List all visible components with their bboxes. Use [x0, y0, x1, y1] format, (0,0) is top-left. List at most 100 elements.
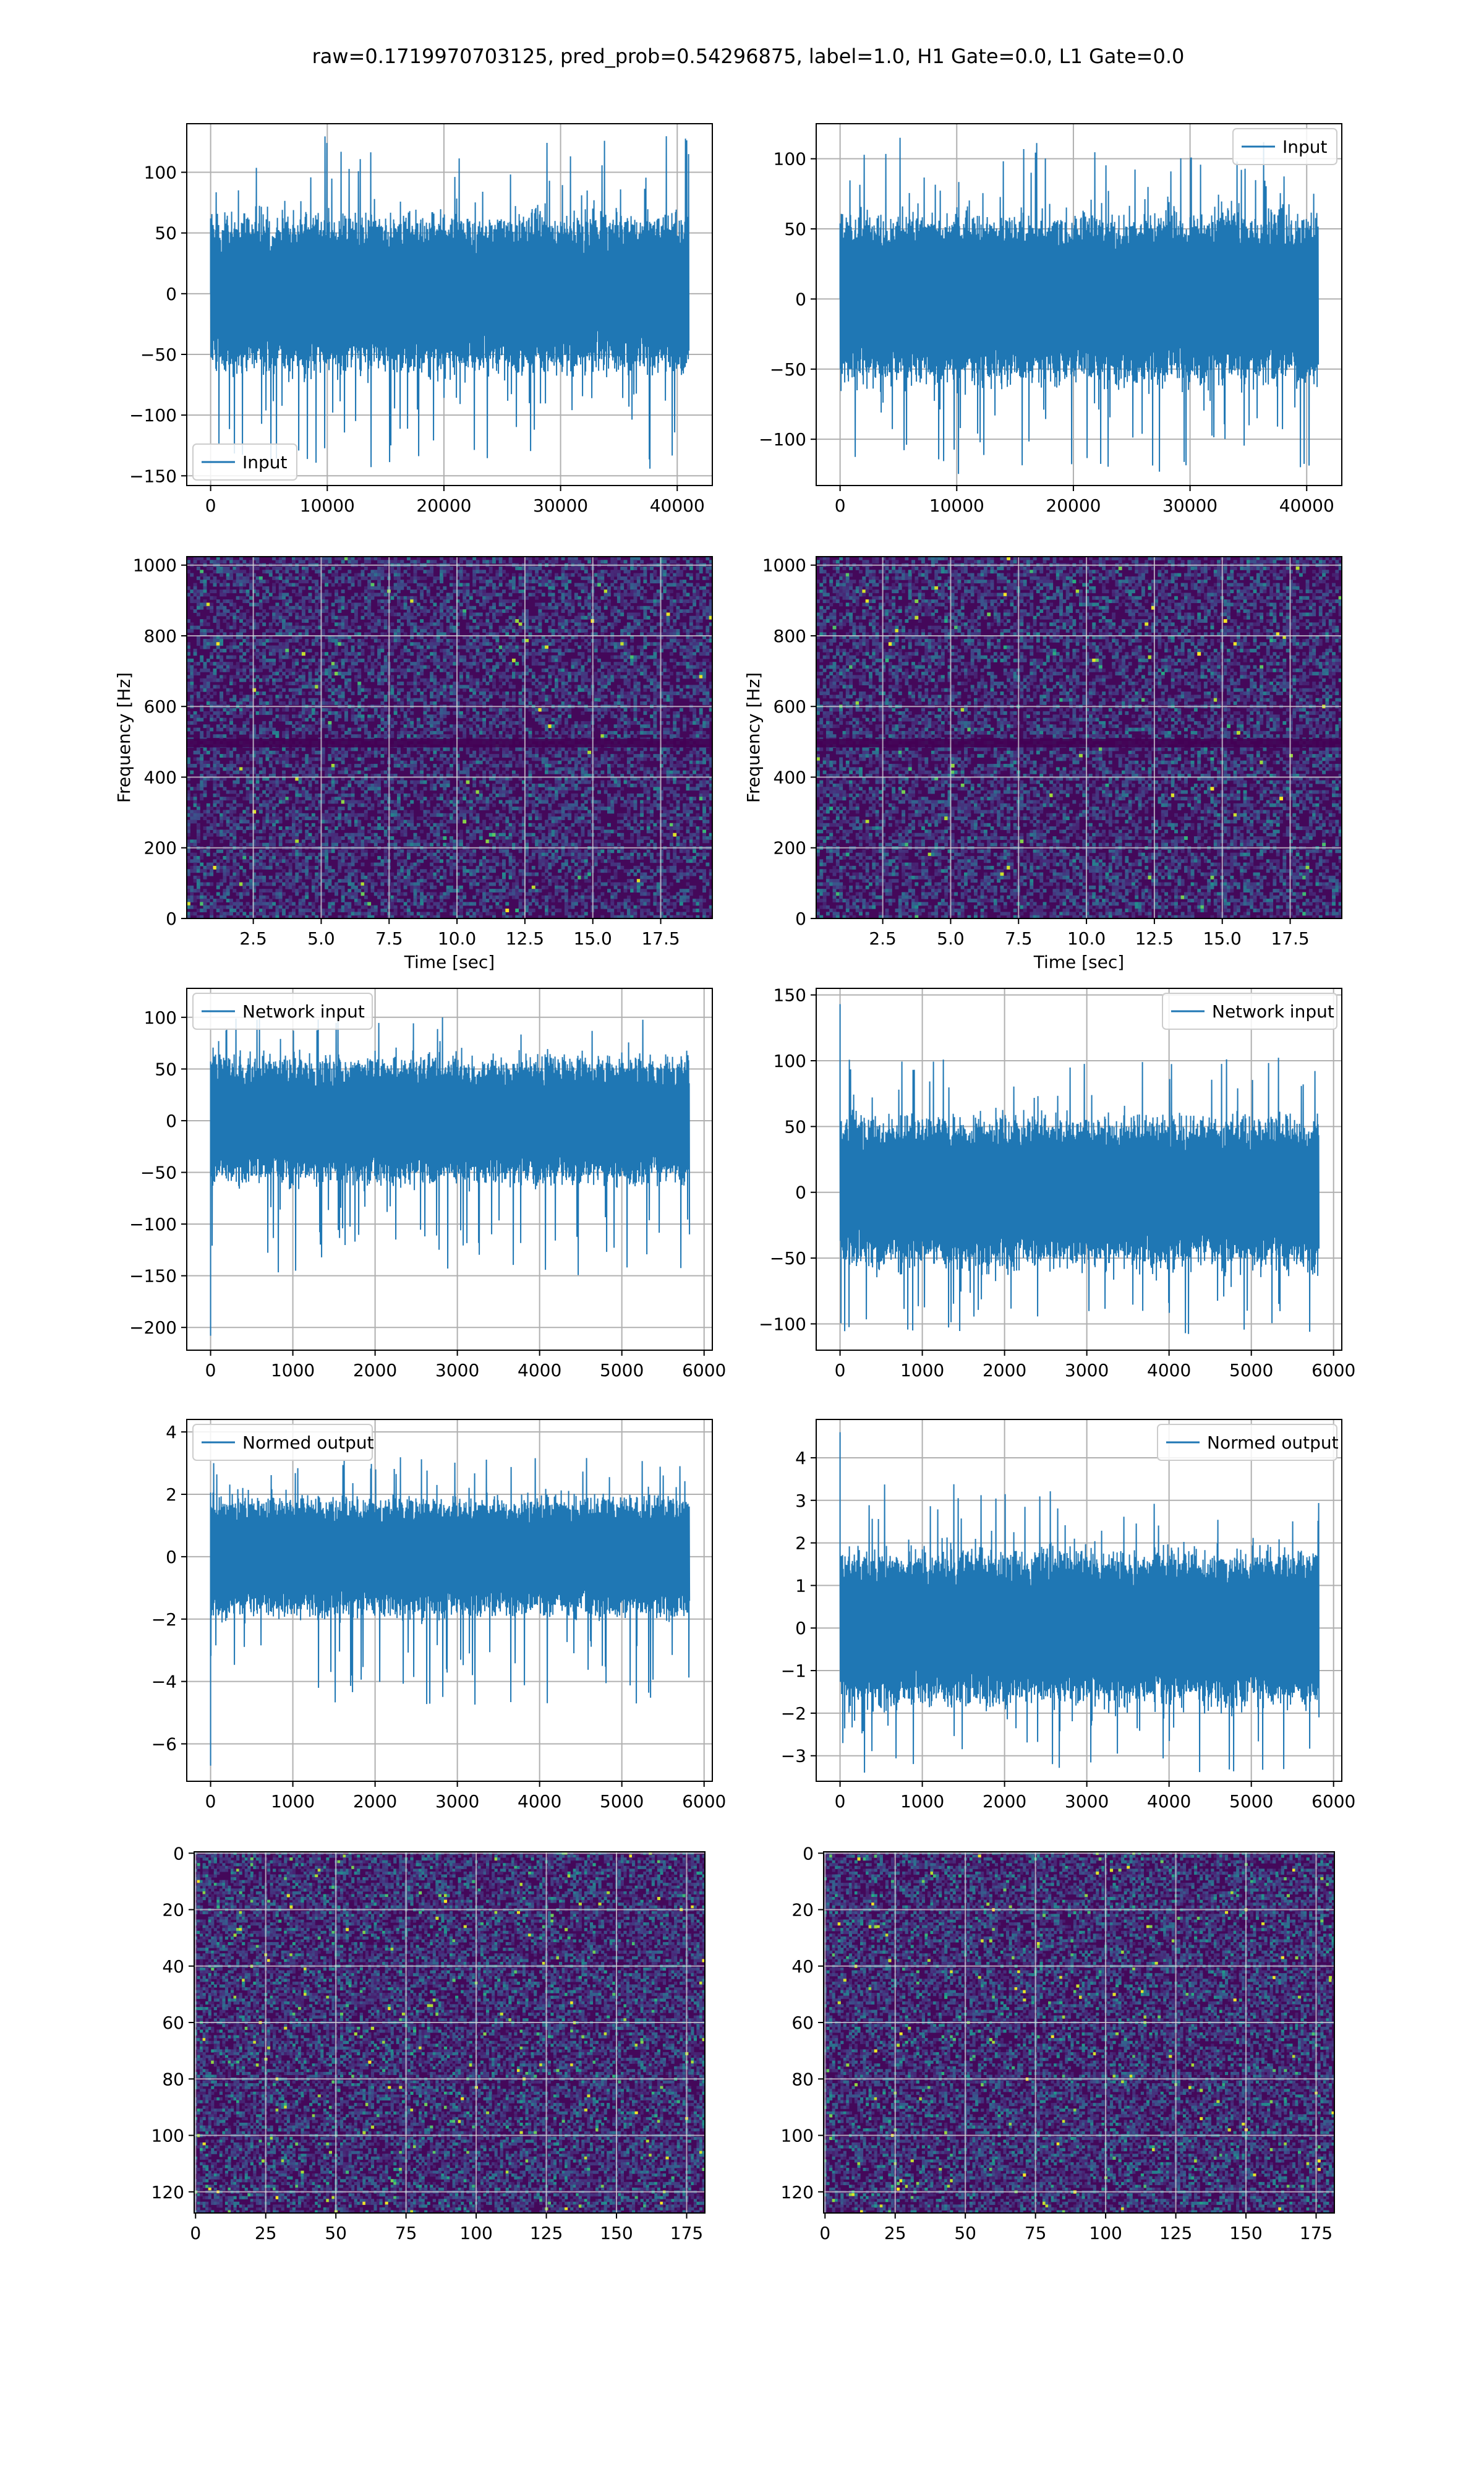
spectrogram-cell [367, 632, 372, 636]
spectrogram-cell [278, 612, 283, 617]
spectrogram-cell [669, 583, 673, 587]
spectrogram-cell [298, 727, 302, 732]
spectrogram-cell [443, 612, 447, 617]
spectrogram-cell [676, 609, 680, 614]
spectrogram-cell [318, 675, 322, 679]
spectrogram-cell [709, 708, 712, 712]
spectrogram-cell [252, 734, 257, 738]
spectrogram-cell [301, 708, 305, 712]
spectrogram-cell [252, 750, 257, 755]
spectrogram-cell [443, 652, 447, 656]
spectrogram-cell [636, 606, 641, 610]
spectrogram-cell [370, 672, 375, 676]
spectrogram-cell [453, 586, 457, 590]
spectrogram-cell [193, 648, 197, 653]
spectrogram-cell [308, 615, 312, 620]
spectrogram-cell [558, 648, 562, 653]
spectrogram-cell [436, 698, 440, 702]
spectrogram-cell [551, 642, 555, 646]
spectrogram-cell [446, 695, 450, 699]
spectrogram-cell [485, 580, 490, 584]
spectrogram-cell [630, 580, 634, 584]
spectrogram-cell [325, 678, 329, 682]
spectrogram-cell [446, 629, 450, 633]
spectrogram-cell [558, 652, 562, 656]
spectrogram-cell [702, 721, 706, 725]
spectrogram-cell [360, 648, 365, 653]
spectrogram-cell [239, 727, 243, 732]
spectrogram-cell [538, 685, 542, 689]
spectrogram-cell [275, 695, 279, 699]
spectrogram-cell [341, 596, 345, 600]
spectrogram-cell [709, 717, 712, 722]
spectrogram-cell [466, 645, 470, 649]
spectrogram-cell [453, 658, 457, 662]
spectrogram-cell [581, 678, 585, 682]
spectrogram-cell [511, 615, 516, 620]
spectrogram-cell [335, 711, 338, 715]
spectrogram-cell [568, 691, 572, 695]
spectrogram-cell [673, 629, 677, 633]
spectrogram-cell [564, 602, 568, 607]
spectrogram-cell [673, 580, 677, 584]
spectrogram-cell [555, 609, 558, 614]
spectrogram-cell [433, 724, 437, 729]
spectrogram-cell [469, 645, 473, 649]
spectrogram-cell [564, 672, 568, 676]
spectrogram-cell [696, 619, 700, 623]
spectrogram-cell [433, 615, 437, 620]
spectrogram-cell [423, 612, 427, 617]
spectrogram-cell [373, 638, 378, 643]
spectrogram-cell [420, 596, 424, 600]
spectrogram-cell [210, 701, 214, 705]
spectrogram-cell [646, 708, 650, 712]
spectrogram-cell [669, 685, 673, 689]
spectrogram-cell [456, 606, 460, 610]
spectrogram-cell [597, 724, 601, 729]
spectrogram-cell [252, 586, 257, 590]
spectrogram-cell [630, 668, 634, 672]
spectrogram-cell [446, 675, 450, 679]
spectrogram-cell [285, 675, 289, 679]
spectrogram-cell [469, 730, 473, 735]
spectrogram-cell [636, 576, 641, 580]
spectrogram-cell [423, 717, 427, 722]
spectrogram-cell [502, 727, 506, 732]
spectrogram-cell [430, 638, 434, 643]
spectrogram-cell [610, 625, 615, 630]
spectrogram-cell [643, 638, 647, 643]
spectrogram-cell [686, 691, 690, 695]
spectrogram-cell [196, 612, 200, 617]
spectrogram-cell [508, 648, 513, 653]
spectrogram-cell [223, 685, 227, 689]
spectrogram-cell [603, 711, 608, 715]
spectrogram-cell [390, 606, 394, 610]
spectrogram-cell [613, 619, 618, 623]
spectrogram-cell [574, 560, 578, 564]
spectrogram-cell [380, 593, 385, 597]
spectrogram-cell [683, 609, 687, 614]
spectrogram-cell [305, 632, 309, 636]
spectrogram-cell [450, 629, 453, 633]
spectrogram-cell [348, 727, 352, 732]
spectrogram-cell [706, 609, 710, 614]
spectrogram-cell [298, 685, 302, 689]
spectrogram-cell [446, 599, 450, 604]
spectrogram-cell [485, 560, 490, 564]
spectrogram-cell [689, 658, 693, 662]
spectrogram-cell [440, 688, 443, 692]
spectrogram-cell [446, 593, 450, 597]
spectrogram-cell [613, 724, 618, 729]
spectrogram-cell [630, 606, 634, 610]
spectrogram-cell [400, 662, 404, 666]
spectrogram-cell [400, 583, 404, 587]
spectrogram-cell [203, 665, 207, 669]
spectrogram-cell [292, 734, 296, 738]
spectrogram-cell [426, 589, 430, 594]
spectrogram-cell [620, 665, 625, 669]
spectrogram-cell [272, 612, 276, 617]
spectrogram-cell [351, 602, 355, 607]
spectrogram-cell [242, 576, 247, 580]
spectrogram-cell [623, 599, 628, 604]
spectrogram-cell [357, 658, 362, 662]
